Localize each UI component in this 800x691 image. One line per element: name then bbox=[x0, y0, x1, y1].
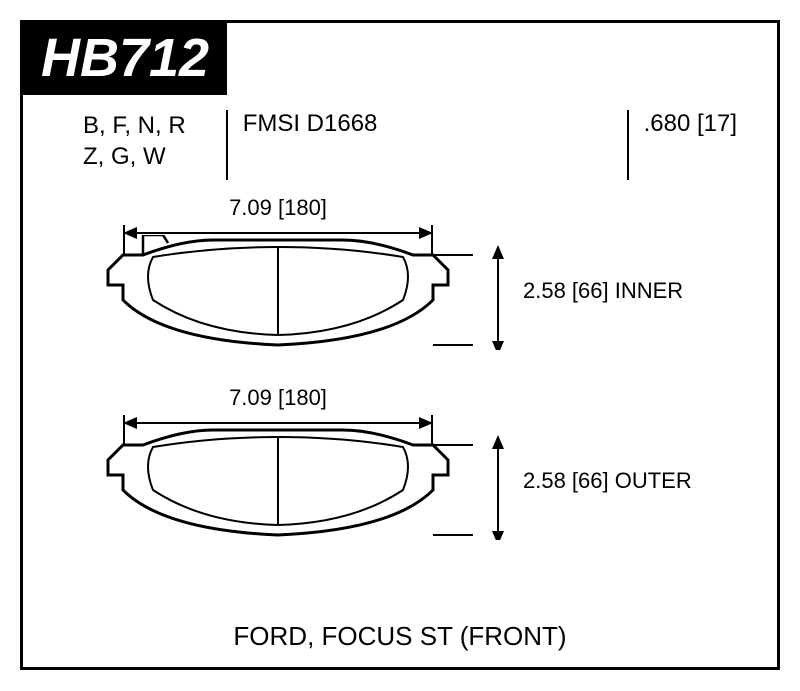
outer-height-value: 2.58 [66] OUTER bbox=[523, 468, 692, 494]
part-number-title: HB712 bbox=[23, 23, 227, 95]
divider-line bbox=[627, 110, 629, 180]
inner-height-value: 2.58 [66] INNER bbox=[523, 278, 683, 304]
thickness-block: .680 [17] bbox=[627, 110, 737, 180]
thickness-value: .680 [17] bbox=[644, 110, 737, 138]
spec-card: HB712 B, F, N, R Z, G, W FMSI D1668 .680… bbox=[20, 20, 780, 670]
outer-pad-outline bbox=[93, 425, 473, 545]
diagram-area: 7.09 [180] bbox=[23, 195, 777, 555]
compound-codes-line2: Z, G, W bbox=[83, 141, 186, 172]
fitment-label: FORD, FOCUS ST (FRONT) bbox=[23, 621, 777, 652]
outer-width-value: 7.09 [180] bbox=[123, 385, 433, 411]
top-info-row: B, F, N, R Z, G, W FMSI D1668 .680 [17] bbox=[83, 110, 737, 180]
inner-pad-row: 7.09 [180] bbox=[23, 195, 777, 365]
fmsi-code: FMSI D1668 bbox=[243, 110, 378, 138]
inner-pad-outline bbox=[93, 235, 473, 355]
content-area: B, F, N, R Z, G, W FMSI D1668 .680 [17] … bbox=[23, 95, 777, 667]
fmsi-block: FMSI D1668 bbox=[226, 110, 378, 180]
outer-pad-row: 7.09 [180] bbox=[23, 385, 777, 555]
compound-codes: B, F, N, R Z, G, W bbox=[83, 110, 186, 180]
compound-codes-line1: B, F, N, R bbox=[83, 110, 186, 141]
divider-line bbox=[226, 110, 228, 180]
inner-width-value: 7.09 [180] bbox=[123, 195, 433, 221]
